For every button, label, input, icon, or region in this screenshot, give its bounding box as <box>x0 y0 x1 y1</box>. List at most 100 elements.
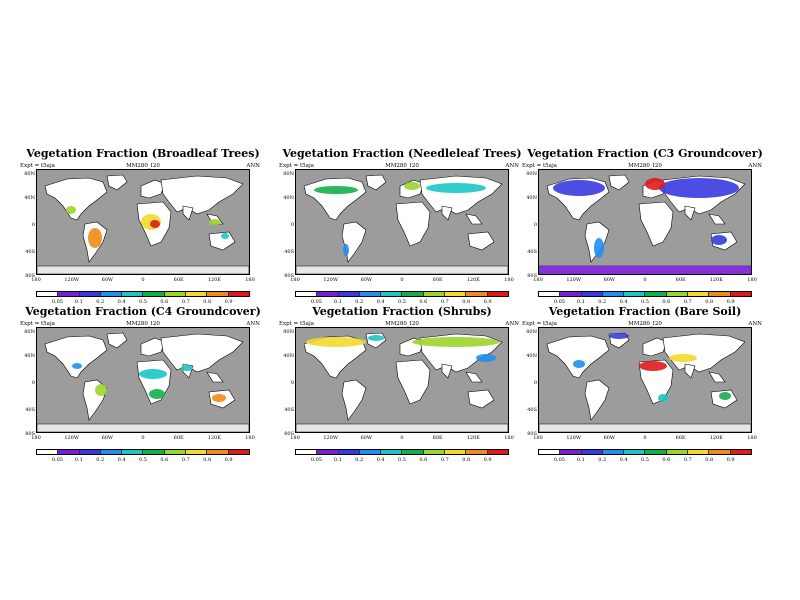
colorbar-tick-label: 0.9 <box>224 299 233 305</box>
colorbar-swatch <box>185 450 207 454</box>
continent-australia <box>467 389 495 409</box>
vegetation-region <box>412 337 500 347</box>
model-label: MM280_I20 <box>385 163 419 169</box>
colorbar-tick-label: 0.2 <box>355 457 364 463</box>
continent-asia <box>160 333 244 373</box>
colorbar-tick-label: 0.1 <box>74 299 83 305</box>
colorbar-swatch <box>121 292 143 296</box>
colorbar-tick-label: 0.05 <box>51 299 63 305</box>
vegetation-region <box>181 365 193 371</box>
continent-northAmerica <box>44 177 108 221</box>
colorbar <box>36 449 250 455</box>
colorbar-swatch <box>422 450 445 454</box>
longitude-label: 120W <box>566 277 581 283</box>
continent-southAmerica <box>584 379 610 421</box>
vegetation-region <box>404 182 420 190</box>
world-map <box>538 327 752 433</box>
colorbar-swatch <box>57 292 79 296</box>
continent-india <box>684 205 696 221</box>
latitude-label: 40N <box>526 353 537 359</box>
colorbar-tick-label: 0.05 <box>553 457 565 463</box>
longitude-label: 120E <box>709 277 723 283</box>
latitude-label: 40S <box>284 407 294 413</box>
latitude-label: 80S <box>284 431 294 437</box>
continent-africa <box>638 201 674 247</box>
period-label: ANN <box>748 321 762 327</box>
colorbar-tick-label: 0.6 <box>419 299 428 305</box>
vegetation-region <box>343 244 349 256</box>
colorbar-tick-label: 0.6 <box>419 457 428 463</box>
colorbar-swatch <box>623 292 645 296</box>
colorbar-swatch <box>465 292 487 296</box>
colorbar-tick-label: 0.9 <box>726 299 735 305</box>
continent-seAsia <box>708 371 726 383</box>
colorbar-tick-label: 0.2 <box>96 457 105 463</box>
continent-africa <box>395 359 431 405</box>
latitude-label: 40N <box>24 195 35 201</box>
longitude-label: 180 <box>504 435 514 441</box>
vegetation-region <box>139 369 167 379</box>
colorbar-swatch <box>37 450 58 454</box>
colorbar-swatch <box>444 292 466 296</box>
colorbar-swatch <box>444 450 466 454</box>
colorbar-tick-label: 0.5 <box>139 457 147 463</box>
colorbar-tick-label: 0.8 <box>203 457 212 463</box>
latitude-label: 80N <box>283 171 294 177</box>
continent-greenland <box>106 174 128 191</box>
experiment-label: Expt = t5aja <box>279 163 314 169</box>
longitude-label: 120W <box>64 435 79 441</box>
colorbar-tick-label: 0.6 <box>662 299 671 305</box>
colorbar-swatch <box>296 292 317 296</box>
colorbar-swatch <box>337 450 359 454</box>
colorbar-swatch <box>729 292 751 296</box>
latitude-label: 40S <box>527 407 537 413</box>
colorbar-swatch <box>78 450 100 454</box>
vegetation-region <box>209 219 221 225</box>
continent-northAmerica <box>303 177 367 221</box>
colorbar-tick-label: 0.8 <box>705 457 714 463</box>
colorbar-swatch <box>665 292 688 296</box>
continent-seAsia <box>465 371 483 383</box>
continent-greenland <box>365 174 387 191</box>
latitude-label: 40N <box>24 353 35 359</box>
vegetation-region <box>553 180 605 196</box>
longitude-label: 60W <box>603 435 616 441</box>
colorbar-swatch <box>539 292 560 296</box>
longitude-label: 120E <box>709 435 723 441</box>
colorbar-tick-label: 0.5 <box>641 457 649 463</box>
longitude-label: 0 <box>141 435 145 441</box>
colorbar <box>36 291 250 297</box>
longitude-label: 180 <box>533 277 543 283</box>
continent-europe <box>140 337 166 357</box>
continent-greenland <box>608 174 630 191</box>
continent-asia <box>419 175 503 215</box>
colorbar-swatch <box>57 450 79 454</box>
experiment-label: Expt = t5aja <box>279 321 314 327</box>
experiment-label: Expt = t5aja <box>20 163 55 169</box>
colorbar-tick-label: 0.8 <box>462 457 471 463</box>
colorbar-tick-label: 0.1 <box>333 457 342 463</box>
colorbar-tick-label: 0.7 <box>683 457 692 463</box>
vegetation-region <box>95 384 107 396</box>
colorbar-tick-label: 0.6 <box>662 457 671 463</box>
colorbar-tick-label: 0.7 <box>440 457 449 463</box>
continent-india <box>441 363 453 379</box>
vegetation-region <box>711 235 727 245</box>
latitude-label: 80N <box>24 171 35 177</box>
vegetation-region <box>221 233 229 239</box>
continent-africa <box>395 201 431 247</box>
colorbar-swatch <box>644 450 666 454</box>
panel-title: Vegetation Fraction (Needleleaf Trees) <box>282 147 522 160</box>
panel-title: Vegetation Fraction (C4 Groundcover) <box>25 305 261 318</box>
longitude-label: 180 <box>290 435 300 441</box>
colorbar-tick-label: 0.4 <box>117 457 126 463</box>
longitude-label: 60W <box>603 277 616 283</box>
continent-australia <box>467 231 495 251</box>
longitude-label: 180 <box>533 435 543 441</box>
colorbar-swatch <box>185 292 207 296</box>
longitude-label: 180 <box>747 435 757 441</box>
colorbar-swatch <box>37 292 58 296</box>
colorbar-swatch <box>687 450 709 454</box>
latitude-label: 80S <box>284 273 294 279</box>
colorbar-swatch <box>729 450 751 454</box>
